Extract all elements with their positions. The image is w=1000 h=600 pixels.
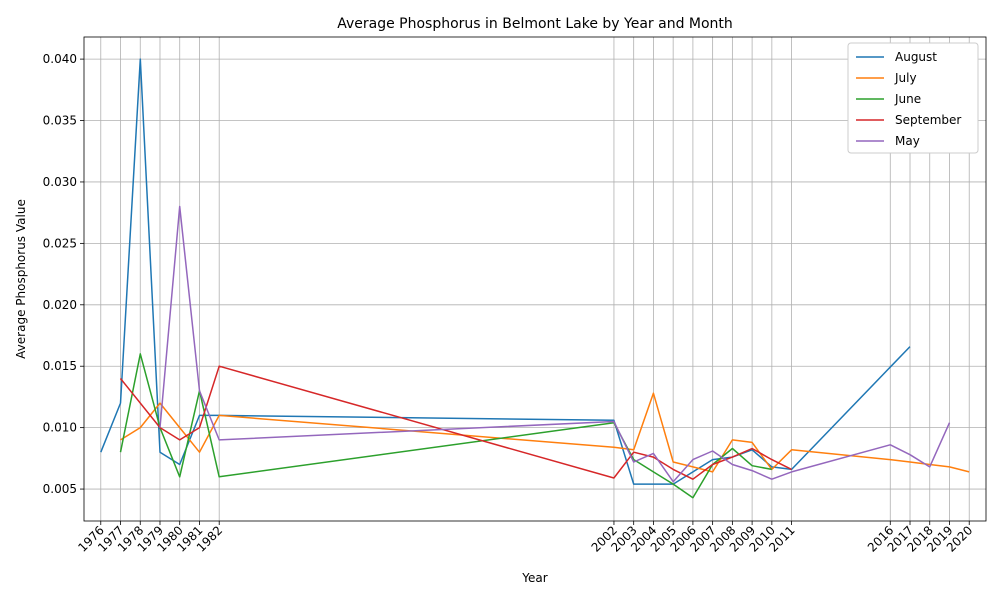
y-tick-label: 0.025	[43, 236, 77, 250]
grid-lines	[84, 37, 986, 521]
series-line-september	[119, 365, 792, 480]
plot-frame	[83, 36, 987, 522]
legend-label-september: September	[895, 113, 961, 127]
legend-label-june: June	[894, 92, 921, 106]
series-line-june	[119, 353, 772, 499]
legend-label-may: May	[895, 134, 920, 148]
y-tick-label: 0.010	[43, 421, 77, 435]
y-tick-label: 0.040	[43, 52, 77, 66]
series-line-august	[100, 58, 911, 485]
series-line-may	[159, 205, 951, 483]
legend: August July June September May	[847, 42, 979, 154]
legend-label-august: August	[895, 50, 937, 64]
y-tick-label: 0.005	[43, 482, 77, 496]
legend-label-july: July	[894, 71, 917, 85]
x-axis-title: Year	[521, 571, 547, 585]
legend-box	[847, 42, 979, 154]
y-tick-label: 0.035	[43, 114, 77, 128]
series-lines	[100, 58, 970, 499]
y-tick-label: 0.015	[43, 359, 77, 373]
y-tick-label: 0.020	[43, 298, 77, 312]
y-axis-ticks: 0.005 0.010 0.015 0.020 0.025 0.030 0.035 0.040	[43, 52, 84, 496]
y-axis-title: Average Phosphorus Value	[14, 199, 28, 359]
chart-title: Average Phosphorus in Belmont Lake by Ye…	[337, 16, 733, 32]
y-tick-label: 0.030	[43, 175, 77, 189]
